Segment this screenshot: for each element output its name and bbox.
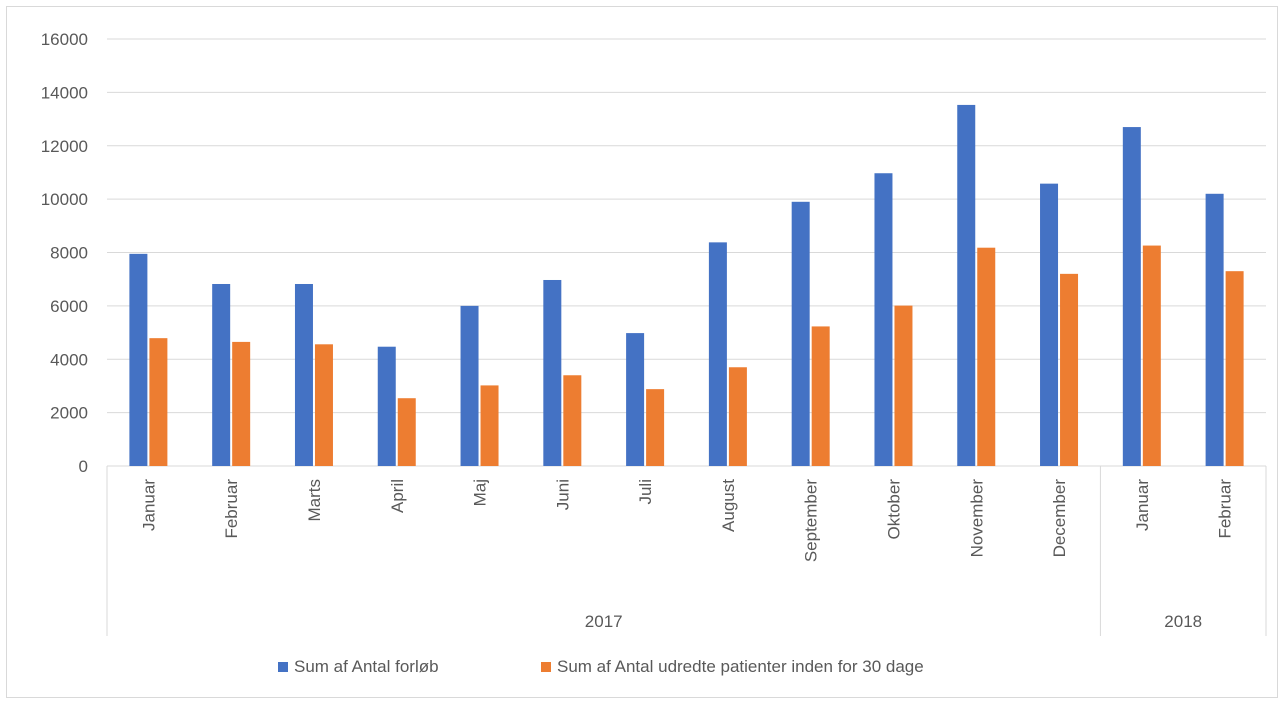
bar [563,375,582,466]
y-tick-label: 6000 [50,297,88,316]
bar [811,326,830,466]
category-label: August [719,479,738,532]
y-tick-label: 4000 [50,350,88,369]
bar [728,367,747,466]
y-tick-label: 12000 [41,137,88,156]
category-label: Marts [305,479,324,522]
category-label: Februar [222,479,241,539]
bar [646,389,665,466]
bar [460,305,479,466]
category-label: Maj [471,479,490,506]
category-label: Oktober [884,479,903,540]
category-label: Januar [139,479,158,531]
bar [791,201,810,466]
y-tick-label: 0 [79,457,88,476]
bar [1122,127,1141,466]
bar [894,305,913,466]
y-tick-label: 8000 [50,244,88,263]
y-tick-label: 10000 [41,190,88,209]
legend-swatch [278,662,288,672]
category-label: November [967,479,986,558]
bar [232,341,251,466]
category-label: Juni [553,479,572,510]
bar [397,398,416,466]
y-tick-label: 14000 [41,83,88,102]
bar [957,104,976,466]
bar [480,385,499,466]
bar [543,279,562,466]
y-tick-label: 16000 [41,30,88,49]
legend-swatch [541,662,551,672]
y-tick-label: 2000 [50,404,88,423]
bar [1060,273,1079,466]
bar [212,283,231,466]
category-label: Februar [1216,479,1235,539]
category-label: Juli [636,479,655,505]
bar [708,242,727,466]
category-label: Januar [1133,479,1152,531]
category-label: April [388,479,407,513]
bar [626,333,645,466]
category-label: December [1050,479,1069,558]
bar [377,346,396,466]
bar [1205,193,1224,466]
category-label: September [802,479,821,562]
bar [977,247,996,466]
bar [1142,245,1161,466]
legend-label: Sum af Antal udredte patienter inden for… [557,657,924,676]
bar [149,338,168,466]
legend-label: Sum af Antal forløb [294,657,439,676]
group-label: 2017 [585,612,623,631]
bar [294,283,313,466]
bar [874,173,893,466]
group-label: 2018 [1164,612,1202,631]
bar [314,344,333,466]
bar [1225,271,1244,466]
bar [129,253,148,466]
bar [1040,183,1059,467]
